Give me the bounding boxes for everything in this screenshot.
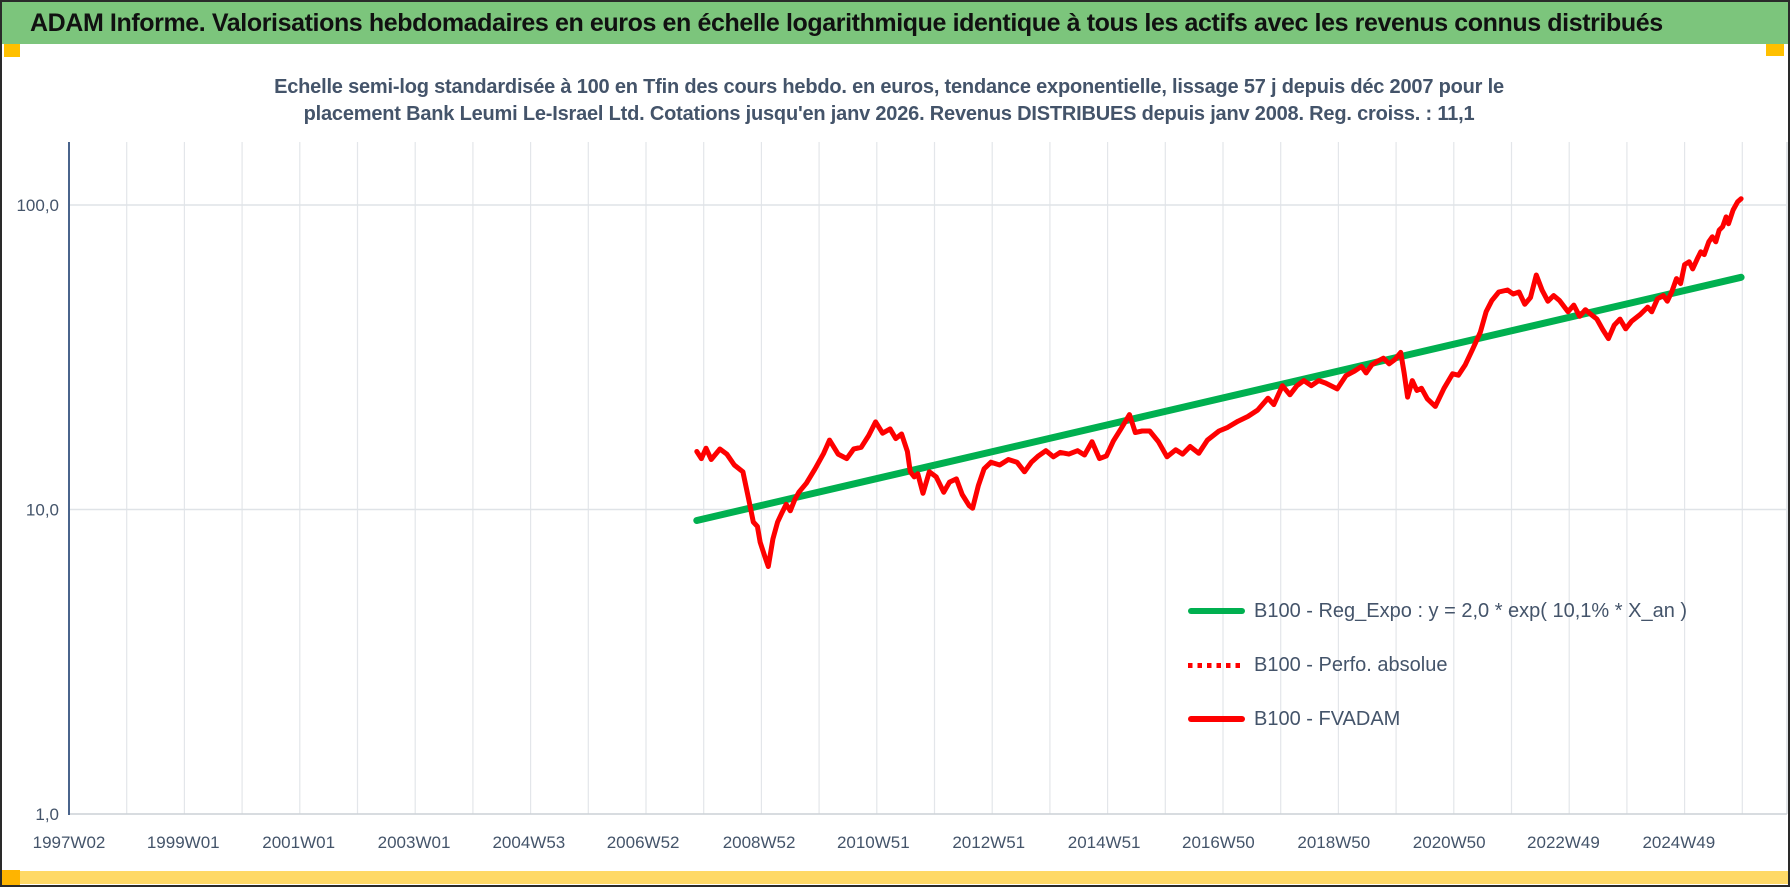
legend-item-fvadam: B100 - FVADAM: [1188, 707, 1687, 731]
header-accent-square-right: [1766, 44, 1784, 56]
x-tick-label: 2003W01: [378, 833, 451, 852]
legend-item-reg-expo: B100 - Reg_Expo : y = 2,0 * exp( 10,1% *…: [1188, 599, 1687, 623]
x-tick-label: 1999W01: [147, 833, 220, 852]
series-line-b100-reg-expo: [693, 273, 1745, 524]
footer-bar: [20, 871, 1788, 884]
x-tick-label: 2018W50: [1297, 833, 1370, 852]
y-tick-label: 10,0: [26, 501, 59, 520]
legend-label-perfo-absolue: B100 - Perfo. absolue: [1254, 653, 1448, 676]
x-tick-label: 2020W50: [1413, 833, 1486, 852]
x-tick-label: 1997W02: [33, 833, 106, 852]
x-tick-label: 2004W53: [492, 833, 565, 852]
x-tick-label: 2008W52: [723, 833, 796, 852]
footer-accent-square-left: [2, 870, 20, 885]
legend-item-perfo-absolue: B100 - Perfo. absolue: [1188, 653, 1687, 677]
header-accent-square-left: [4, 44, 20, 57]
x-tick-label: 2014W51: [1068, 833, 1141, 852]
y-tick-label: 1,0: [35, 805, 59, 824]
x-tick-label: 2010W51: [837, 833, 910, 852]
header-title: ADAM Informe. Valorisations hebdomadaire…: [30, 8, 1663, 37]
green-line-swatch-icon: [1188, 608, 1245, 614]
y-tick-label: 100,0: [16, 196, 59, 215]
x-tick-label: 2001W01: [262, 833, 335, 852]
x-tick-label: 2016W50: [1182, 833, 1255, 852]
x-tick-label: 2022W49: [1527, 833, 1600, 852]
header-bar: ADAM Informe. Valorisations hebdomadaire…: [2, 2, 1788, 44]
legend-label-fvadam: B100 - FVADAM: [1254, 707, 1401, 730]
legend-label-reg-expo: B100 - Reg_Expo : y = 2,0 * exp( 10,1% *…: [1254, 599, 1688, 622]
series-line-b100-fvadam: [694, 196, 1744, 569]
x-tick-label: 2024W49: [1642, 833, 1715, 852]
x-tick-label: 2012W51: [952, 833, 1025, 852]
chart-title: Echelle semi-log standardisée à 100 en T…: [69, 74, 1709, 128]
red-dotted-line-swatch-icon: [1188, 662, 1245, 668]
chart-legend: B100 - Reg_Expo : y = 2,0 * exp( 10,1% *…: [1188, 599, 1687, 761]
chart-title-line2: placement Bank Leumi Le-Israel Ltd. Cota…: [303, 103, 1475, 125]
red-line-swatch-icon: [1188, 716, 1245, 722]
chart-title-line1: Echelle semi-log standardisée à 100 en T…: [274, 76, 1504, 98]
x-tick-label: 2006W52: [607, 833, 680, 852]
